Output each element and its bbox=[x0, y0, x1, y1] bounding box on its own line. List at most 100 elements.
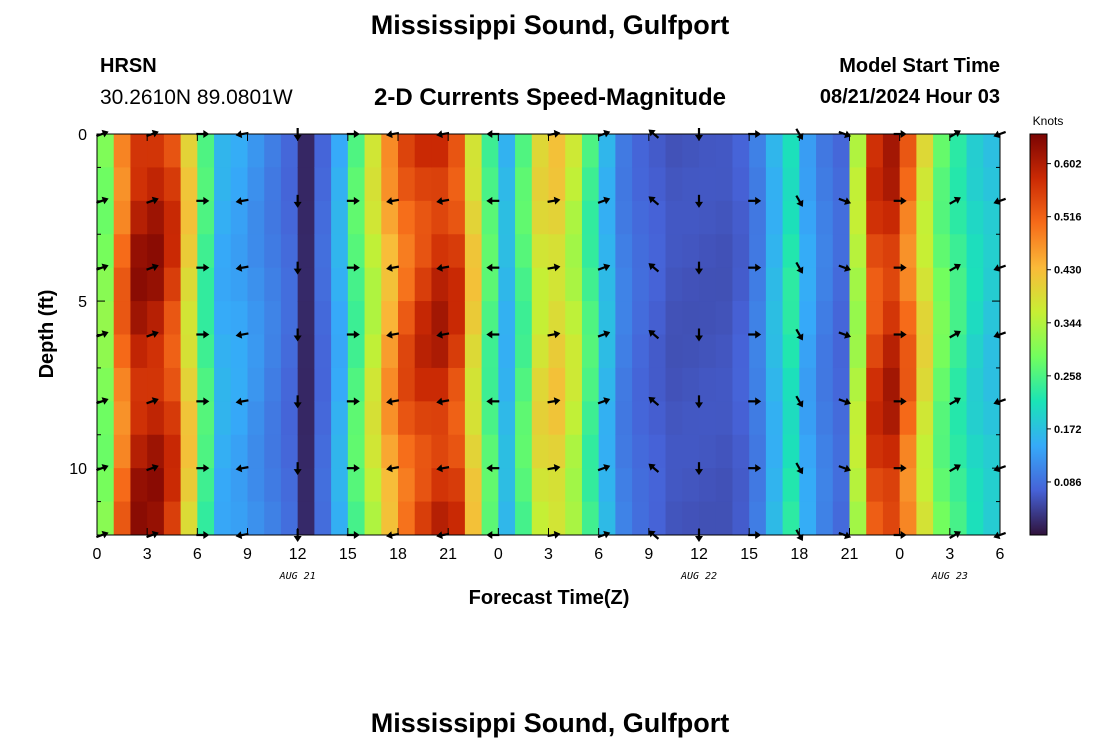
heatmap-cell bbox=[247, 501, 265, 536]
heatmap-cell bbox=[782, 134, 800, 168]
heatmap-cell bbox=[983, 200, 1001, 235]
heatmap-cell bbox=[765, 367, 784, 402]
heatmap-cell bbox=[197, 401, 215, 436]
heatmap-cell bbox=[715, 434, 733, 469]
heatmap-cell bbox=[765, 301, 784, 335]
heatmap-cell bbox=[113, 234, 131, 269]
current-arrow bbox=[436, 330, 450, 339]
heatmap-cell bbox=[113, 267, 131, 302]
current-arrow bbox=[949, 397, 961, 406]
heatmap-cell bbox=[849, 401, 867, 436]
heatmap-cell bbox=[331, 434, 349, 469]
heatmap-cell bbox=[632, 401, 650, 436]
heatmap-cell bbox=[147, 234, 165, 269]
heatmap-cell bbox=[949, 334, 968, 369]
heatmap-cell bbox=[214, 200, 232, 235]
heatmap-cell bbox=[916, 301, 934, 335]
heatmap-cell bbox=[966, 401, 984, 436]
current-arrow bbox=[436, 197, 450, 205]
heatmap-cell bbox=[498, 134, 516, 168]
heatmap-cell bbox=[832, 167, 850, 202]
colorbar-tick-label: 0.086 bbox=[1054, 477, 1082, 489]
heatmap-cell bbox=[481, 401, 499, 436]
heatmap-cell bbox=[749, 501, 767, 536]
heatmap-cell bbox=[916, 200, 934, 235]
heatmap-cell bbox=[130, 301, 148, 335]
heatmap-cell bbox=[882, 401, 901, 436]
heatmap-cell bbox=[147, 468, 165, 503]
heatmap-cell bbox=[364, 401, 382, 436]
heatmap-cell bbox=[782, 434, 800, 469]
colorbar-label: Knots bbox=[1033, 114, 1064, 128]
heatmap-cell bbox=[648, 434, 667, 469]
heatmap-cell bbox=[682, 334, 700, 369]
heatmap-cell bbox=[464, 367, 483, 402]
heatmap-cell bbox=[347, 501, 366, 536]
current-arrow bbox=[436, 263, 450, 272]
heatmap-cell bbox=[899, 267, 917, 302]
heatmap-cell bbox=[314, 167, 332, 202]
heatmap-cell bbox=[113, 200, 131, 235]
heatmap-cell bbox=[682, 234, 700, 269]
heatmap-cell bbox=[615, 434, 633, 469]
heatmap-cell bbox=[782, 468, 800, 503]
chart-subtitle: 2-D Currents Speed-Magnitude bbox=[373, 84, 727, 111]
current-arrow bbox=[547, 397, 561, 406]
current-arrow bbox=[695, 328, 703, 342]
heatmap-cell bbox=[882, 468, 901, 503]
current-arrows bbox=[96, 128, 1007, 542]
heatmap-cell bbox=[598, 301, 616, 335]
heatmap-cell bbox=[147, 501, 165, 536]
heatmap-cell bbox=[331, 134, 349, 168]
heatmap-cell bbox=[832, 501, 850, 536]
heatmap-cell bbox=[230, 501, 248, 536]
current-arrow bbox=[96, 263, 109, 272]
heatmap-cell bbox=[832, 334, 850, 369]
colorbar-tick-label: 0.516 bbox=[1054, 212, 1082, 224]
heatmap-cell bbox=[214, 434, 232, 469]
heatmap-cell bbox=[866, 501, 884, 536]
heatmap-cell bbox=[331, 367, 349, 402]
heatmap-cell bbox=[765, 468, 784, 503]
current-arrow bbox=[748, 330, 762, 339]
heatmap-cell bbox=[632, 200, 650, 235]
current-arrow bbox=[838, 264, 852, 272]
heatmap-cell bbox=[247, 401, 265, 436]
current-arrow bbox=[346, 196, 360, 205]
heatmap-cell bbox=[966, 334, 984, 369]
heatmap-cell bbox=[949, 468, 968, 503]
heatmap-cell bbox=[464, 134, 483, 168]
heatmap-cell bbox=[732, 301, 750, 335]
x-tick-label: 12 bbox=[289, 546, 307, 563]
heatmap-cell bbox=[481, 434, 499, 469]
heatmap-cell bbox=[97, 200, 115, 235]
heatmap-cell bbox=[498, 234, 516, 269]
heatmap-cell bbox=[364, 200, 382, 235]
y-axis: 0 5 10 bbox=[69, 127, 1000, 536]
heatmap-cell bbox=[581, 334, 600, 369]
heatmap-cell bbox=[732, 501, 750, 536]
current-arrow bbox=[386, 397, 400, 406]
heatmap-cell bbox=[983, 367, 1001, 402]
heatmap-cell bbox=[949, 434, 968, 469]
heatmap-cell bbox=[163, 367, 182, 402]
heatmap-cell bbox=[381, 334, 399, 369]
colorbar-ticks: 0.602 0.516 0.430 0.344 0.258 0.172 0.086 bbox=[1047, 159, 1082, 489]
heatmap-cell bbox=[765, 200, 784, 235]
heatmap-cell bbox=[933, 468, 951, 503]
heatmap-cell bbox=[515, 200, 533, 235]
current-arrow bbox=[795, 529, 804, 542]
heatmap-cell bbox=[799, 334, 817, 369]
heatmap-cell bbox=[816, 367, 834, 402]
heatmap-cell bbox=[882, 334, 901, 369]
heatmap-cell bbox=[765, 267, 784, 302]
heatmap-cell bbox=[933, 134, 951, 168]
heatmap-cell bbox=[113, 468, 131, 503]
heatmap-cell bbox=[264, 267, 282, 302]
heatmap-cell bbox=[280, 401, 299, 436]
heatmap-cell bbox=[448, 501, 466, 536]
current-arrow bbox=[547, 263, 561, 272]
heatmap-cell bbox=[381, 267, 399, 302]
heatmap-cell bbox=[565, 501, 583, 536]
heatmap-cell bbox=[548, 134, 566, 168]
